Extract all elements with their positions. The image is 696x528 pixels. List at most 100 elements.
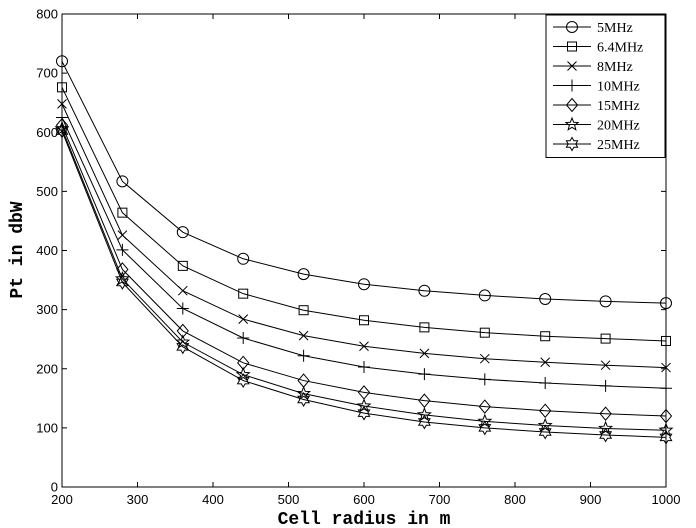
data-point-8MHz-920 — [600, 360, 611, 371]
data-point-10MHz-440 — [237, 332, 250, 345]
data-point-20MHz-680 — [416, 406, 432, 422]
data-point-5MHz-600 — [358, 278, 370, 291]
legend-item-15MHz: 15MHz — [553, 97, 640, 114]
series-line-25MHz — [61, 130, 667, 438]
data-point-15MHz-840 — [539, 403, 552, 419]
legend-label: 20MHz — [597, 119, 640, 134]
data-point-8MHz-680 — [419, 348, 430, 359]
data-point-25MHz-680 — [417, 414, 431, 430]
legend-item-8MHz: 8MHz — [553, 60, 633, 75]
data-point-8MHz-440 — [238, 314, 249, 324]
x-tick-label: 300 — [127, 492, 149, 507]
data-point-25MHz-440 — [236, 373, 250, 389]
series-8MHz — [57, 99, 671, 373]
legend-marker-8MHz — [567, 61, 577, 71]
y-tick-label: 400 — [36, 243, 58, 258]
x-tick-label: 700 — [429, 492, 451, 507]
data-point-15MHz-360 — [176, 323, 189, 339]
data-point-20MHz-840 — [537, 417, 553, 432]
data-point-5MHz-680 — [418, 284, 431, 297]
data-point-15MHz-760 — [478, 399, 491, 414]
data-point-25MHz-360 — [176, 339, 190, 355]
data-point-20MHz-600 — [356, 398, 372, 413]
legend-item-25MHz: 25MHz — [553, 136, 640, 153]
data-point-5MHz-520 — [297, 268, 310, 281]
y-tick-label: 100 — [36, 420, 58, 435]
data-point-10MHz-600 — [358, 360, 370, 373]
legend-item-5MHz: 5MHz — [553, 21, 633, 36]
data-point-25MHz-920 — [599, 427, 613, 443]
data-point-6.4MHz-360 — [177, 260, 188, 271]
data-point-25MHz-600 — [357, 405, 371, 421]
y-tick-label: 0 — [51, 480, 58, 495]
y-tick-label: 800 — [36, 7, 58, 22]
data-point-20MHz-440 — [235, 366, 251, 382]
series-line-5MHz — [61, 61, 667, 304]
data-point-6.4MHz-920 — [600, 333, 611, 344]
data-point-20MHz-360 — [175, 334, 191, 349]
series-line-6.4MHz — [61, 87, 667, 342]
data-point-8MHz-760 — [479, 353, 490, 364]
legend-marker-20MHz — [564, 116, 580, 131]
data-point-10MHz-520 — [297, 349, 310, 362]
series-6.4MHz — [57, 82, 671, 346]
legend-label: 25MHz — [597, 138, 640, 153]
data-point-5MHz-840 — [539, 292, 552, 305]
legend — [545, 14, 666, 158]
data-point-5MHz-760 — [478, 289, 491, 302]
data-point-6.4MHz-840 — [540, 331, 551, 342]
series-25MHz — [55, 123, 673, 445]
x-tick-label: 800 — [504, 492, 526, 507]
x-tick-label: 900 — [580, 492, 602, 507]
data-point-6.4MHz-680 — [419, 322, 430, 333]
data-point-8MHz-600 — [359, 341, 369, 352]
y-tick-label: 200 — [36, 361, 58, 376]
data-point-6.4MHz-520 — [298, 305, 309, 316]
legend-label: 15MHz — [597, 99, 640, 114]
data-point-6.4MHz-440 — [238, 288, 249, 299]
data-point-6.4MHz-600 — [359, 315, 369, 326]
data-point-5MHz-360 — [176, 226, 189, 239]
data-point-6.4MHz-760 — [479, 327, 490, 338]
data-point-10MHz-280 — [116, 243, 129, 256]
data-point-25MHz-760 — [478, 420, 492, 436]
legend-label: 8MHz — [597, 60, 633, 75]
data-point-15MHz-920 — [599, 406, 612, 421]
data-point-25MHz-520 — [297, 392, 311, 407]
data-point-8MHz-840 — [540, 357, 551, 368]
x-axis-title: Cell radius in m — [278, 510, 451, 528]
data-point-20MHz-520 — [296, 385, 312, 400]
data-point-25MHz-840 — [538, 424, 552, 440]
legend-label: 5MHz — [597, 21, 633, 36]
data-point-5MHz-280 — [116, 175, 129, 188]
y-axis-title: Pt in dbW — [8, 201, 28, 298]
data-point-8MHz-280 — [117, 230, 128, 240]
legend-marker-6.4MHz — [567, 41, 577, 52]
y-tick-label: 500 — [36, 184, 58, 199]
x-tick-label: 1000 — [652, 492, 681, 507]
legend-label: 6.4MHz — [597, 41, 643, 56]
data-point-10MHz-680 — [418, 368, 431, 381]
data-point-8MHz-520 — [298, 330, 309, 341]
data-point-10MHz-760 — [478, 373, 491, 386]
data-point-10MHz-920 — [599, 379, 612, 392]
data-point-10MHz-360 — [176, 302, 189, 315]
data-point-10MHz-840 — [539, 376, 552, 389]
legend-marker-5MHz — [566, 21, 578, 33]
legend-marker-10MHz — [566, 79, 578, 92]
y-tick-label: 300 — [36, 302, 58, 317]
legend-marker-25MHz — [565, 136, 579, 152]
legend-item-10MHz: 10MHz — [553, 79, 640, 95]
x-tick-label: 500 — [278, 492, 300, 507]
legend-item-6.4MHz: 6.4MHz — [553, 41, 643, 56]
data-point-25MHz-280 — [115, 274, 129, 290]
x-tick-label: 200 — [51, 492, 73, 507]
legend-label: 10MHz — [597, 80, 640, 95]
data-point-20MHz-920 — [598, 420, 614, 435]
data-point-20MHz-760 — [477, 413, 493, 428]
data-point-6.4MHz-280 — [117, 207, 128, 218]
x-tick-label: 400 — [202, 492, 224, 507]
y-tick-label: 600 — [36, 125, 58, 140]
